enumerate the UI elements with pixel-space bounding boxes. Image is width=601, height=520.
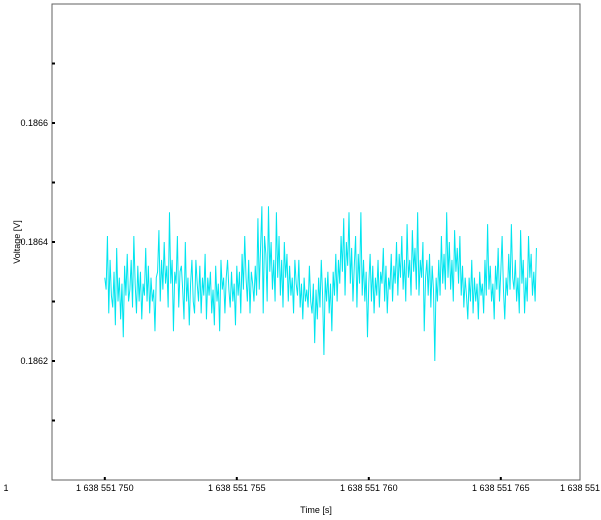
x-tick-label: 1 638 551 755 [208, 483, 266, 493]
y-tick-label: 0.1862 [20, 356, 48, 366]
y-tick-label: 0.1864 [20, 237, 48, 247]
x-axis-ticks: 1 1 638 551 750 1 638 551 755 1 638 551 760… [3, 477, 600, 493]
y-axis-title: Voltage [V] [12, 220, 22, 264]
y-minor-ticks [52, 62, 55, 422]
voltage-series-line [104, 206, 537, 362]
x-axis-title: Time [s] [300, 505, 332, 515]
y-tick-label: 0.1866 [20, 118, 48, 128]
y-axis-ticks: 0.1862 0.1864 0.1866 [20, 118, 55, 366]
x-tick-label: 1 [3, 483, 8, 493]
x-tick-label: 1 638 551 [560, 483, 600, 493]
plot-area-frame [51, 3, 581, 481]
x-tick-label: 1 638 551 760 [340, 483, 398, 493]
x-tick-label: 1 638 551 750 [76, 483, 134, 493]
x-tick-label: 1 638 551 765 [472, 483, 530, 493]
